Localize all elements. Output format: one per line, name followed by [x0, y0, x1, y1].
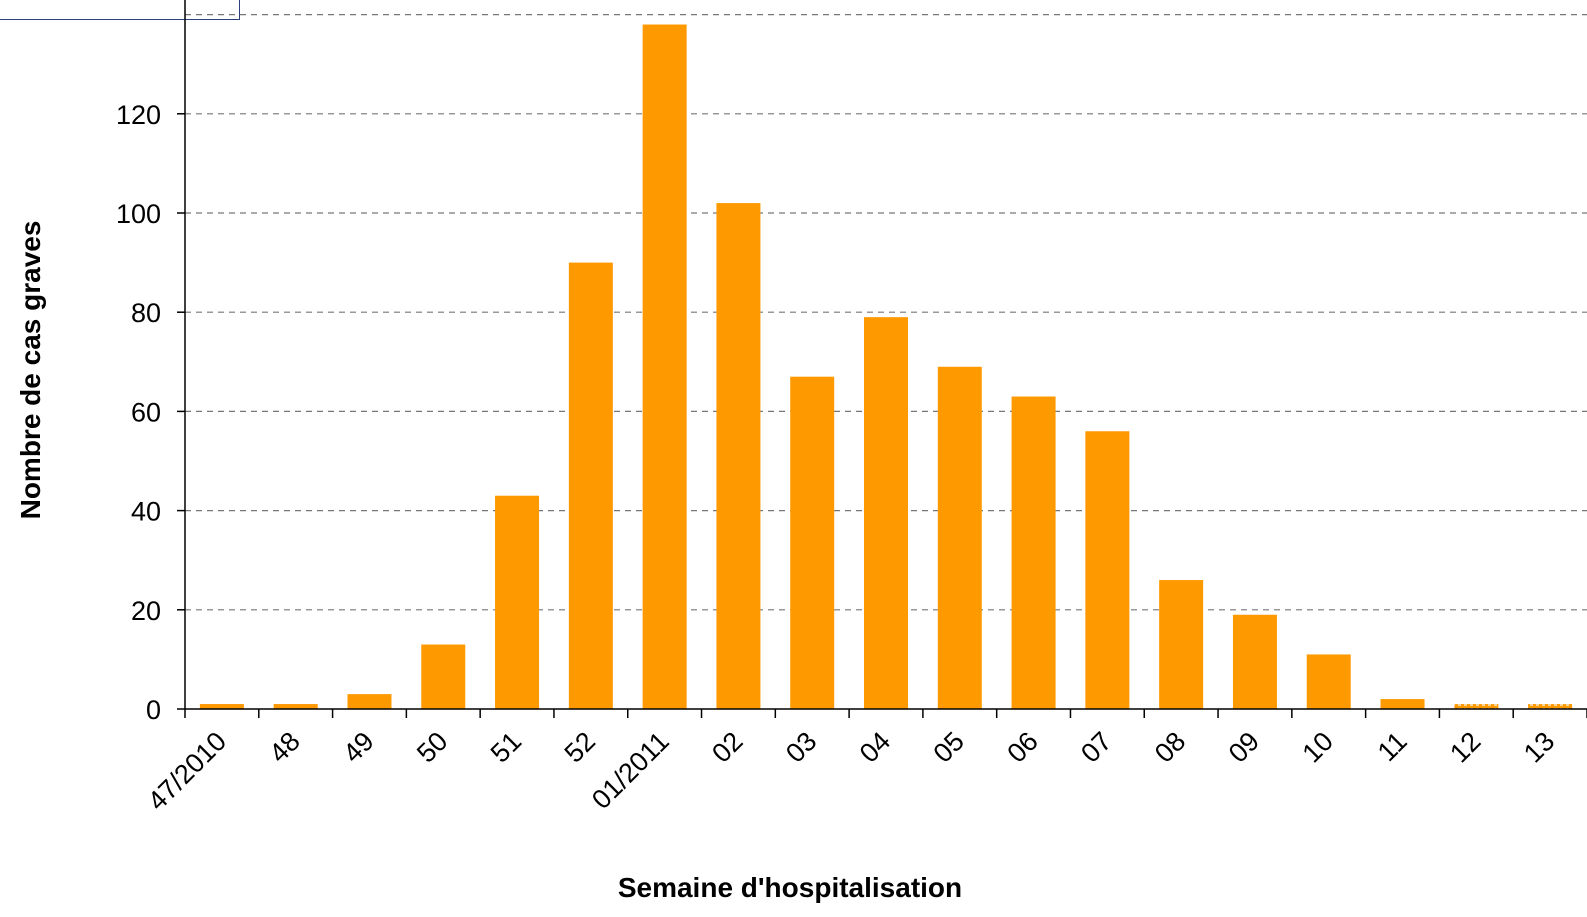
x-tick-label: 08: [1149, 726, 1191, 768]
bar: [347, 694, 392, 709]
x-axis-title: Semaine d'hospitalisation: [618, 872, 962, 903]
bar: [1380, 699, 1425, 709]
x-tick-label: 48: [263, 726, 305, 768]
bar: [421, 644, 466, 709]
bar: [716, 203, 761, 709]
axes: [177, 0, 1587, 718]
y-tick-label: 20: [131, 596, 161, 626]
y-axis-title: Nombre de cas graves: [15, 221, 46, 520]
x-tick-label: 06: [1001, 726, 1043, 768]
x-tick-label: 13: [1518, 726, 1560, 768]
x-tick-label: 09: [1223, 726, 1265, 768]
x-tick-label: 10: [1297, 726, 1339, 768]
bar: [790, 376, 835, 709]
bar: [1454, 704, 1499, 709]
bar: [1306, 654, 1351, 709]
bar: [199, 704, 244, 709]
y-tick-label: 60: [131, 397, 161, 427]
y-tick-label: 120: [116, 100, 161, 130]
bar: [1159, 580, 1204, 709]
bar: [864, 317, 908, 709]
bar: [937, 366, 982, 709]
x-tick-label: 50: [411, 726, 453, 768]
x-tick-label: 11: [1372, 726, 1413, 767]
x-tick-label: 02: [706, 726, 748, 768]
x-tick-label: 05: [928, 726, 970, 768]
bar: [568, 262, 613, 709]
x-tick-label: 12: [1444, 726, 1486, 768]
bars: [199, 24, 1573, 709]
bar: [1011, 396, 1056, 709]
bar: [495, 495, 540, 709]
bar: [1528, 704, 1573, 709]
y-tick-label: 100: [116, 199, 161, 229]
bar: [642, 24, 687, 709]
bar: [1232, 614, 1277, 709]
y-tick-label: 0: [146, 695, 161, 725]
bar: [1085, 431, 1130, 709]
x-tick-label: 01/2011: [586, 726, 675, 815]
y-tick-label: 40: [131, 497, 161, 527]
x-tick-label: 03: [780, 726, 822, 768]
x-tick-label: 49: [337, 726, 379, 768]
x-tick-label: 04: [854, 726, 896, 768]
x-tick-label: 07: [1075, 726, 1117, 768]
y-tick-label: 80: [131, 298, 161, 328]
legend-box: [0, 0, 240, 20]
bar: [273, 704, 318, 709]
x-tick-label: 52: [559, 726, 601, 768]
grid-lines: [185, 14, 1587, 611]
x-tick-label: 51: [485, 726, 527, 768]
x-tick-label: 47/2010: [142, 726, 232, 816]
